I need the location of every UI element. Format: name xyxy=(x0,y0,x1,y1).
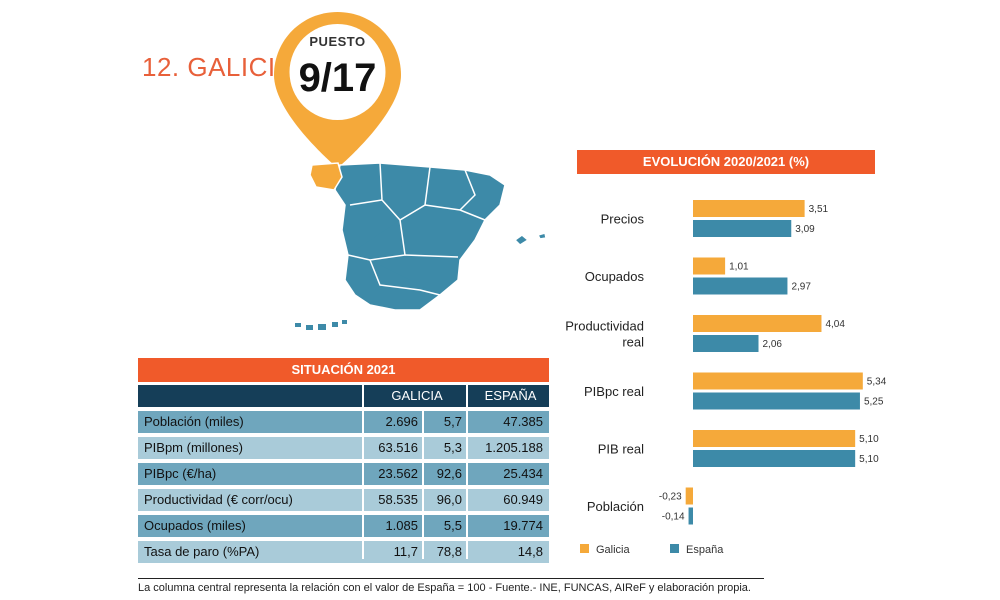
row-label: Ocupados (miles) xyxy=(144,518,246,533)
data-label: 3,51 xyxy=(809,204,829,215)
data-label: 2,06 xyxy=(763,339,783,350)
row-ratio-value: 78,8 xyxy=(436,544,462,559)
bar xyxy=(693,257,726,275)
row-espana-value: 1.205.188 xyxy=(485,440,543,455)
row-espana-value: 47.385 xyxy=(503,414,543,429)
legend-label: España xyxy=(686,544,724,556)
row-galicia-value: 1.085 xyxy=(385,518,418,533)
table-row: Productividad (€ corr/ocu) 58.535 96,0 6… xyxy=(138,489,549,511)
bar xyxy=(693,430,856,447)
row-espana-value: 25.434 xyxy=(503,466,543,481)
row-galicia-value: 23.562 xyxy=(378,466,418,481)
spain-map-icon xyxy=(295,162,547,330)
legend-label: Galicia xyxy=(596,544,631,556)
bar xyxy=(693,277,788,295)
data-label: 5,25 xyxy=(864,397,884,408)
row-espana-value: 14,8 xyxy=(517,544,543,559)
bar xyxy=(693,372,863,390)
bar xyxy=(693,392,860,410)
category-label: PIBpc real xyxy=(584,384,644,399)
column-divider xyxy=(362,385,364,559)
row-label: Tasa de paro (%PA) xyxy=(144,544,260,559)
data-label: -0,23 xyxy=(659,492,682,503)
row-ratio-value: 5,5 xyxy=(443,518,462,533)
data-label: 2,97 xyxy=(791,282,811,293)
chart-title: EVOLUCIÓN 2020/2021 (%) xyxy=(577,150,875,174)
data-label: 5,10 xyxy=(859,434,879,445)
situacion-header: SITUACIÓN 2021 xyxy=(138,358,549,382)
row-label: Productividad (€ corr/ocu) xyxy=(144,492,293,507)
row-ratio-value: 5,3 xyxy=(443,440,462,455)
bar xyxy=(693,200,805,217)
category-label: Precios xyxy=(601,212,645,227)
bar xyxy=(685,487,693,505)
category-label: Productividad xyxy=(565,319,644,334)
data-label: 3,09 xyxy=(795,224,815,235)
row-galicia-value: 63.516 xyxy=(378,440,418,455)
column-divider xyxy=(422,411,424,559)
row-label: Población (miles) xyxy=(144,414,244,429)
data-label: 1,01 xyxy=(729,262,749,273)
data-label: -0,14 xyxy=(662,512,685,523)
category-label: Población xyxy=(587,499,644,514)
legend-swatch xyxy=(670,544,679,553)
data-label: 5,34 xyxy=(867,377,887,388)
table-row: Población (miles) 2.696 5,7 47.385 xyxy=(138,411,549,433)
col-espana-header: ESPAÑA xyxy=(484,388,537,403)
table-row: Tasa de paro (%PA) 11,7 78,8 14,8 xyxy=(138,541,549,563)
puesto-label: PUESTO xyxy=(309,34,366,49)
data-label: 4,04 xyxy=(825,319,845,330)
table-row: PIBpc (€/ha) 23.562 92,6 25.434 xyxy=(138,463,549,485)
bar xyxy=(688,507,693,525)
row-galicia-value: 2.696 xyxy=(385,414,418,429)
data-label: 5,10 xyxy=(859,454,879,465)
row-ratio-value: 96,0 xyxy=(436,492,462,507)
bar xyxy=(693,335,759,352)
row-espana-value: 19.774 xyxy=(503,518,543,533)
row-ratio-value: 5,7 xyxy=(443,414,462,429)
table-row: PIBpm (millones) 63.516 5,3 1.205.188 xyxy=(138,437,549,459)
table-header-row: GALICIA ESPAÑA xyxy=(138,385,549,407)
row-galicia-value: 11,7 xyxy=(393,544,418,559)
row-espana-value: 60.949 xyxy=(503,492,543,507)
legend-swatch xyxy=(580,544,589,553)
table-row: Ocupados (miles) 1.085 5,5 19.774 xyxy=(138,515,549,537)
bar xyxy=(693,220,792,237)
situacion-table: GALICIA ESPAÑA Población (miles) 2.696 5… xyxy=(138,385,549,563)
evolucion-bar-chart: Precios 3,51 3,09 Ocupados 1,01 2,97 Productiv… xyxy=(565,200,887,556)
puesto-value: 9/17 xyxy=(298,56,377,100)
footnote: La columna central representa la relació… xyxy=(138,582,751,594)
footnote-divider xyxy=(138,578,764,579)
category-label: real xyxy=(622,335,644,350)
category-label: Ocupados xyxy=(585,269,645,284)
row-ratio-value: 92,6 xyxy=(436,466,462,481)
row-galicia-value: 58.535 xyxy=(378,492,418,507)
bar xyxy=(693,450,856,467)
location-pin-icon xyxy=(274,12,401,168)
region-title: 12. GALICIA xyxy=(142,52,294,82)
row-label: PIBpm (millones) xyxy=(144,440,243,455)
row-label: PIBpc (€/ha) xyxy=(144,466,217,481)
bar xyxy=(693,315,822,332)
column-divider xyxy=(466,385,468,559)
category-label: PIB real xyxy=(598,442,644,457)
col-galicia-header: GALICIA xyxy=(391,388,443,403)
